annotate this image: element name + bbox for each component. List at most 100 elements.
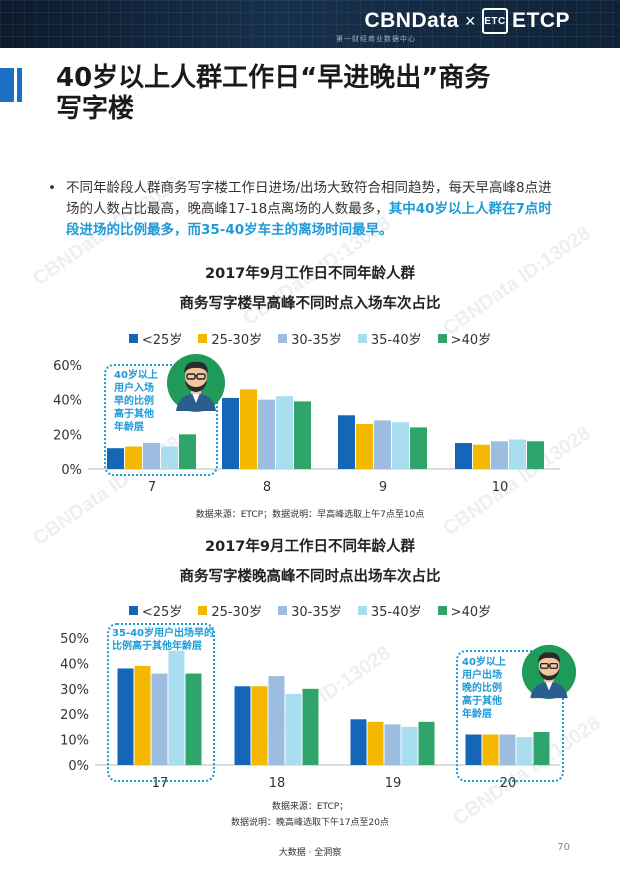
bar: [418, 721, 435, 765]
legend-label: >40岁: [450, 333, 492, 348]
x-tick-label: 19: [385, 776, 402, 791]
legend-swatch: [198, 606, 208, 615]
bar: [401, 726, 418, 765]
page-title-line1: 40岁以上人群工作日“早进晚出”商务: [56, 63, 491, 93]
bar: [499, 734, 516, 765]
legend-swatch: [437, 606, 447, 615]
callout-line: 40岁以上: [114, 370, 158, 381]
summary-bullet: • 不同年龄段人群商务写字楼工作日进场/出场大致符合相同趋势，每天早高峰8点进场…: [48, 178, 558, 241]
bar: [151, 673, 168, 765]
legend-item-30-35: 30-35岁: [278, 329, 342, 348]
chart1-source: 数据来源：ETCP；数据说明：早高峰选取上午7点至10点: [195, 510, 425, 520]
callout-line: 35-40岁用户出场早的: [112, 628, 214, 639]
bar: [117, 668, 134, 765]
y-tick-label: 20%: [60, 708, 89, 723]
legend-item-gt40: >40岁: [437, 329, 492, 348]
legend-label: 25-30岁: [211, 333, 263, 348]
chart2-source-line1: 数据来源：ETCP；: [271, 802, 349, 812]
chart2-title-line2: 商务写字楼晚高峰不同时点出场车次占比: [179, 569, 441, 585]
legend-label: <25岁: [141, 333, 183, 348]
legend-swatch: [128, 334, 138, 343]
legend-swatch: [128, 606, 138, 615]
y-tick-label: 0%: [68, 759, 89, 774]
x-tick-label: 17: [152, 776, 169, 791]
callout-line: 年龄层: [114, 422, 144, 433]
brand-logo: CBNData × ETC ETCP: [364, 8, 570, 34]
bullet-text: 不同年龄段人群商务写字楼工作日进场/出场大致符合相同趋势，每天早高峰8点进场的人…: [48, 178, 558, 241]
legend-label: 30-35岁: [291, 605, 342, 620]
bullet-highlight-text: 其中40岁以上人群在7点时段进场的比例最多，而35-40岁车主的离场时间最早。: [66, 201, 552, 238]
chart2-callout-left-text: 35-40岁用户出场早的 比例高于其他年龄层: [112, 627, 214, 653]
y-tick-label: 60%: [53, 359, 82, 374]
bar: [491, 441, 508, 469]
legend-swatch: [278, 334, 288, 343]
chart1-legend: <25岁 25-30岁 30-35岁 35-40岁 >40岁: [0, 329, 620, 348]
legend-swatch: [437, 334, 447, 343]
legend-swatch: [357, 606, 367, 615]
chart1-title-line2: 商务写字楼早高峰不同时点入场车次占比: [179, 296, 441, 312]
bar: [125, 446, 142, 469]
chart2-plot: 0% 10% 20% 30% 40% 50% 17 18 19 20: [60, 632, 560, 791]
callout-line: 用户入场: [114, 383, 154, 394]
header-bar: CBNData × ETC ETCP 第一财经商业数据中心: [0, 0, 620, 48]
bar: [367, 721, 384, 765]
bar: [268, 676, 285, 765]
bar: [392, 422, 409, 469]
title-accent-bar: [0, 68, 14, 102]
bar: [143, 443, 160, 469]
x-tick-label: 8: [263, 480, 271, 495]
legend-label: 30-35岁: [291, 333, 342, 348]
legend-item-25-30: 25-30岁: [198, 601, 262, 620]
callout-line: 40岁以上: [462, 657, 506, 668]
legend-label: >40岁: [450, 605, 492, 620]
brand-x: ×: [464, 10, 476, 31]
bar: [234, 686, 251, 765]
x-tick-label: 18: [269, 776, 286, 791]
etcp-logo-icon: ETC: [481, 8, 508, 34]
legend-item-25-30: 25-30岁: [198, 329, 262, 348]
bar: [482, 734, 499, 765]
bar: [302, 688, 319, 765]
bar: [374, 420, 391, 469]
bar: [465, 734, 482, 765]
bar: [107, 448, 124, 469]
bar: [410, 427, 427, 469]
bar: [473, 444, 490, 469]
bullet-dot: •: [48, 180, 56, 196]
bar: [258, 399, 275, 469]
y-tick-label: 40%: [60, 657, 89, 672]
bar: [179, 434, 196, 469]
brand-partner: ETCP: [511, 9, 570, 32]
bar: [285, 693, 302, 765]
y-tick-label: 40%: [53, 394, 82, 409]
y-tick-label: 0%: [61, 463, 82, 478]
legend-item-gt40: >40岁: [437, 601, 492, 620]
y-tick-label: 30%: [60, 683, 89, 698]
person-avatar-icon: [521, 644, 577, 700]
legend-label: <25岁: [141, 605, 183, 620]
brand-main: CBNData: [364, 9, 459, 32]
bar: [455, 443, 472, 469]
callout-line: 晚的比例: [462, 683, 502, 694]
legend-swatch: [357, 334, 367, 343]
chart1-plot: 0% 20% 40% 60% 7 8 9 10: [53, 359, 560, 495]
bar: [527, 441, 544, 469]
x-tick-label: 7: [148, 480, 156, 495]
bar: [533, 731, 550, 765]
bar: [222, 397, 239, 469]
legend-item-35-40: 35-40岁: [357, 601, 422, 620]
legend-label: 35-40岁: [370, 605, 422, 620]
bar: [384, 724, 401, 765]
chart2-callout-left-box: [107, 623, 215, 782]
bar: [356, 423, 373, 469]
page-title: 40岁以上人群工作日“早进晚出”商务 写字楼: [56, 63, 576, 125]
bullet-plain-text: 不同年龄段人群商务写字楼工作日进场/出场大致符合相同趋势，每天早高峰8点进场的人…: [66, 180, 552, 217]
legend-item-35-40: 35-40岁: [357, 329, 422, 348]
chart2-title-line1: 2017年9月工作日不同年龄人群: [205, 539, 415, 555]
legend-item-lt25: <25岁: [128, 601, 183, 620]
bar: [276, 396, 293, 469]
chart2-source-line2: 数据说明：晚高峰选取下午17点至20点: [231, 818, 389, 828]
chart1-title-line1: 2017年9月工作日不同年龄人群: [205, 266, 415, 282]
bar: [350, 719, 367, 765]
callout-line: 高于其他: [462, 696, 502, 707]
